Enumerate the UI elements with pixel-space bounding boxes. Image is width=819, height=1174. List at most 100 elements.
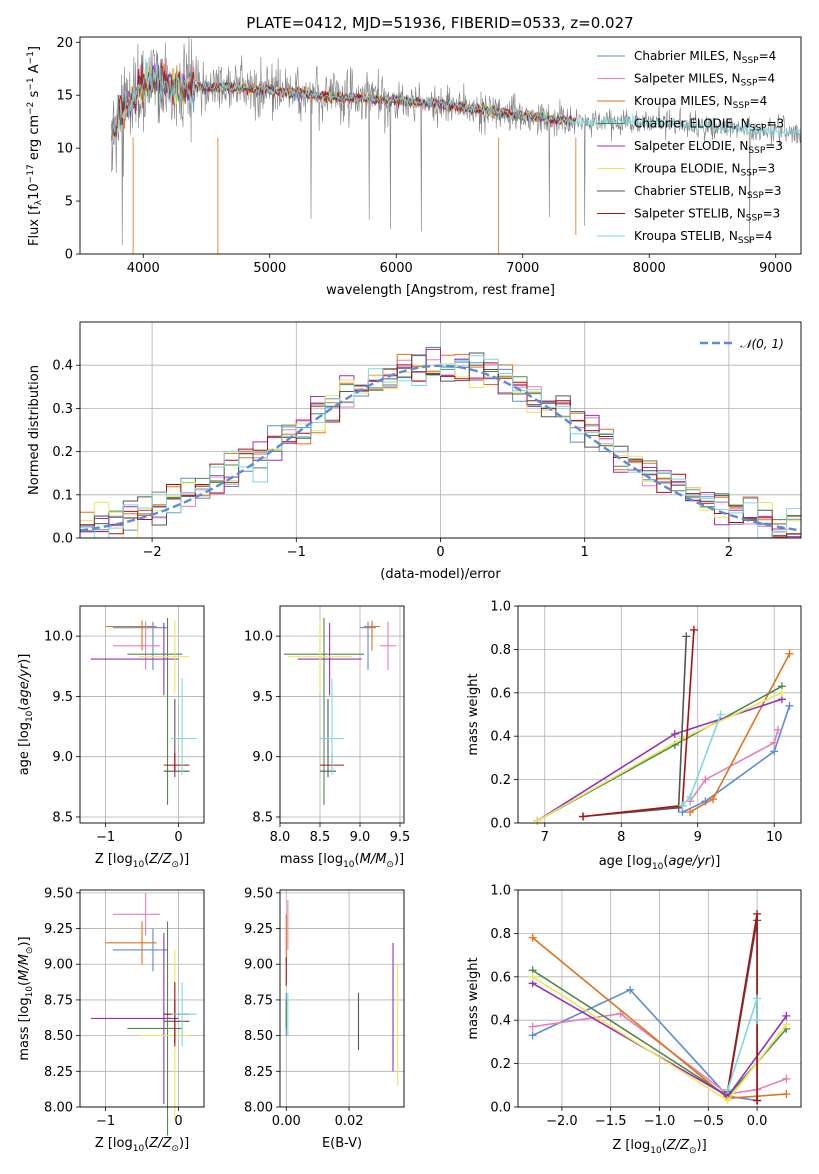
legend-entry-part: =4 xyxy=(755,229,773,243)
legend-entry-part: =4 xyxy=(757,72,775,86)
x-tick-label: 0 xyxy=(174,1114,182,1129)
axis-label-part: ⊙ xyxy=(171,860,179,870)
axis-label-part: ⊙ xyxy=(171,1144,179,1154)
y-tick-label: 8.75 xyxy=(244,993,273,1008)
axis-label-part: ( xyxy=(17,706,32,711)
x-tick-label: −1 xyxy=(96,1114,115,1129)
mass-weight-line xyxy=(689,729,779,802)
axis-label-part: E(B-V) xyxy=(322,1136,362,1151)
y-tick-label: 9.00 xyxy=(44,958,73,973)
axis-label-part: Z/Z xyxy=(148,1136,172,1151)
legend-entry-part: Salpeter MILES, N xyxy=(634,72,741,86)
y-tick-label: 0.4 xyxy=(490,1014,511,1029)
legend-entry-part: Chabrier MILES, N xyxy=(634,49,742,63)
legend-entry-part: SSP xyxy=(733,101,750,111)
axis-label-part: mass [log xyxy=(280,852,343,867)
axis-label-part: mass weight xyxy=(466,957,481,1039)
residual-hist-plot xyxy=(79,346,802,539)
axis-label-part: Z/Z xyxy=(666,1138,690,1153)
legend-entry-part: =3 xyxy=(757,162,775,176)
y-tick-label: 8.75 xyxy=(44,993,73,1008)
weight-vs-Z-panel: −2.0 −1.5 −1.0 −0.5 0.0 0.0 0.2 0.4 0.6 0.8 1.0 Z [… xyxy=(466,884,802,1156)
x-tick-label: −2.0 xyxy=(546,1114,578,1129)
y-tick-label: 20 xyxy=(56,36,73,51)
axis-label-part: ⊙ xyxy=(689,1146,697,1156)
legend-entry-part: =3 xyxy=(763,207,781,221)
axis-label-part: ( xyxy=(355,852,360,867)
y-axis-label-part: A xyxy=(27,64,42,77)
axis-label-part: age [log xyxy=(17,722,32,775)
x-tick-label: 10 xyxy=(766,830,783,845)
y-tick-label: 5 xyxy=(65,195,73,210)
y-tick-label: 9.5 xyxy=(52,690,73,705)
x-tick-label: −1.0 xyxy=(644,1114,676,1129)
y-axis-label-part: s xyxy=(27,90,42,101)
axes-frame xyxy=(517,889,802,1108)
legend-entry-part: =3 xyxy=(764,184,782,198)
legend-entry-part: Kroupa STELIB, N xyxy=(634,229,738,243)
x-axis-label: age [log10(age/yr)] xyxy=(599,854,721,872)
axis-label-part: ( xyxy=(144,852,149,867)
y-axis-label-part: −1 xyxy=(26,77,36,90)
axis-label-part: )] xyxy=(710,854,720,869)
histogram-step-line xyxy=(80,352,801,536)
histogram-step-line xyxy=(80,355,801,539)
y-tick-label: 0.6 xyxy=(490,686,511,701)
x-tick-label: 4000 xyxy=(127,261,160,276)
legend-entry-part: Salpeter ELODIE, N xyxy=(634,139,748,153)
y-tick-label: 0 xyxy=(65,248,73,263)
x-axis-label: E(B-V) xyxy=(322,1136,362,1151)
mass-weight-marker xyxy=(723,1096,732,1105)
axis-label-part: age/yr xyxy=(668,854,711,869)
axis-label-part: age [log xyxy=(599,854,652,869)
mass-weight-marker xyxy=(753,994,762,1003)
legend-entry: 𝒩(0, 1) xyxy=(740,337,784,351)
y-axis-label-part: ] xyxy=(27,46,42,51)
x-axis-label: Z [log10(Z/Z⊙)] xyxy=(612,1138,706,1156)
mass-weight-marker xyxy=(774,725,783,734)
y-tick-label: 0.8 xyxy=(490,927,511,942)
mass-weight-marker xyxy=(785,701,794,710)
axis-label-part: 10 xyxy=(343,860,355,870)
legend-entry-part: SSP xyxy=(738,236,755,246)
weight-vs-Z-plot xyxy=(528,909,791,1105)
axis-label-part: M/M xyxy=(360,852,387,867)
legend-entry: Salpeter ELODIE, NSSP=3 xyxy=(634,139,783,156)
mass-weight-marker xyxy=(782,1074,791,1083)
y-axis-label: Flux [fλ10−17 erg cm−2 s−1 A−1] xyxy=(26,46,44,246)
mass-weight-line xyxy=(532,937,787,1100)
axis-label-part: )] xyxy=(394,852,404,867)
mass-weight-marker xyxy=(782,1020,791,1029)
x-tick-label: 6000 xyxy=(380,261,413,276)
model-spectrum-line xyxy=(111,58,801,147)
y-tick-label: 0.8 xyxy=(490,643,511,658)
mass-weight-marker xyxy=(528,1022,537,1031)
mass-weight-marker xyxy=(716,710,725,719)
y-axis-label-part: 10 xyxy=(27,183,42,200)
axes-frame xyxy=(79,36,802,255)
mass-vs-Z-plot xyxy=(90,892,197,1136)
spectrum-plot xyxy=(111,36,801,254)
y-tick-label: 9.50 xyxy=(244,886,273,901)
y-tick-label: 9.0 xyxy=(52,750,73,765)
legend-entry-part: =3 xyxy=(765,139,783,153)
axis-label-part: mass weight xyxy=(466,673,481,755)
legend-entry: Salpeter MILES, NSSP=4 xyxy=(634,72,775,89)
y-tick-label: 0.2 xyxy=(52,445,73,460)
x-axis-label: mass [log10(M/M⊙)] xyxy=(280,852,404,870)
y-axis-label-part: Flux [f xyxy=(27,205,42,246)
y-tick-label: 0.0 xyxy=(52,532,73,547)
legend-entry: Kroupa MILES, NSSP=4 xyxy=(634,94,767,111)
legend-entry: Chabrier MILES, NSSP=4 xyxy=(634,49,776,66)
weight-vs-age-plot xyxy=(533,625,794,825)
y-tick-label: 9.25 xyxy=(244,922,273,937)
mass-weight-marker xyxy=(626,985,635,994)
x-tick-label: −0.5 xyxy=(693,1114,725,1129)
mass-weight-marker xyxy=(753,1096,762,1105)
x-tick-label: 7 xyxy=(541,830,549,845)
x-tick-label: −1.5 xyxy=(595,1114,627,1129)
normal-distribution-curve xyxy=(79,364,802,532)
y-tick-label: 10 xyxy=(56,142,73,157)
legend-entry-part: Kroupa MILES, N xyxy=(634,94,733,108)
y-axis-label-part: −1 xyxy=(26,51,36,64)
